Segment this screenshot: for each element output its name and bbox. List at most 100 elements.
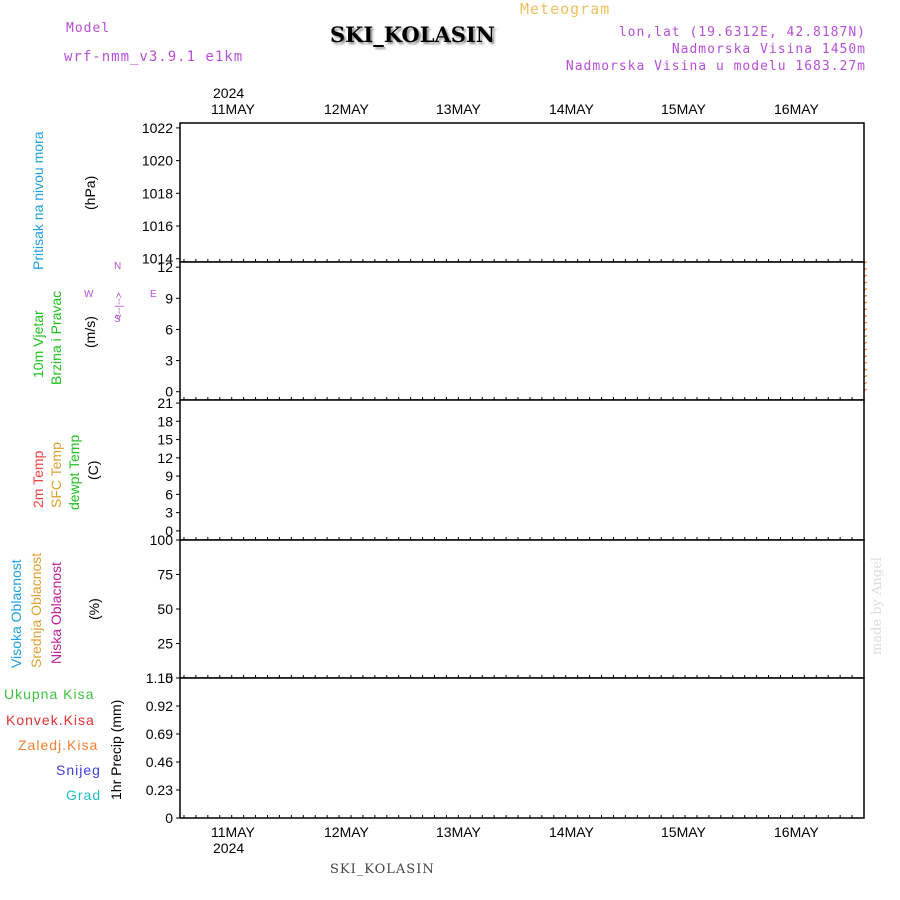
wind-barb <box>732 288 744 295</box>
wind-barb <box>322 274 335 281</box>
wind-barb <box>716 341 728 348</box>
wind-barb <box>796 388 808 395</box>
wind-barb <box>629 326 641 332</box>
wind-barb <box>800 288 812 295</box>
wind-barb <box>613 373 626 379</box>
wind-barb <box>326 288 339 295</box>
wind-barb <box>342 355 355 362</box>
wind-barb <box>605 366 618 372</box>
wind-barb <box>796 368 808 375</box>
wind-barb <box>410 286 423 292</box>
wind-barb <box>259 261 271 268</box>
wind-barb <box>271 361 283 368</box>
wind-barb <box>322 308 335 315</box>
wind-barb <box>430 299 443 305</box>
wind-barb <box>855 288 868 295</box>
wind-barb <box>259 341 271 348</box>
wind-barb <box>748 281 760 288</box>
wind-barb <box>708 328 720 335</box>
wind-barb <box>816 361 828 368</box>
wind-barb <box>342 341 355 348</box>
wind-barb <box>776 375 788 382</box>
wind-barb <box>418 380 431 385</box>
wind-barb <box>847 375 860 382</box>
mid-cloud-bar <box>718 540 721 678</box>
wind-barb <box>613 340 626 345</box>
wind-barb <box>720 355 732 362</box>
wind-barb <box>776 361 788 368</box>
wind-barb <box>780 328 792 335</box>
temp2m-line <box>219 450 853 526</box>
wind-barb <box>601 266 614 272</box>
wind-barb <box>422 360 435 365</box>
wind-barb <box>788 334 800 342</box>
wind-barb <box>219 328 231 335</box>
wind-barb <box>394 294 406 301</box>
wind-barb <box>418 313 431 318</box>
wind-barb <box>259 381 271 389</box>
wind-barb <box>831 381 844 389</box>
wind-barb <box>430 353 443 359</box>
wind-barb <box>645 299 657 305</box>
wind-barb <box>728 321 740 328</box>
y-tick-label: 15 <box>157 432 173 448</box>
wind-barb <box>823 361 836 368</box>
wind-barb <box>291 361 303 368</box>
wind-barb <box>243 301 255 308</box>
wind-barb <box>788 281 800 288</box>
wind-barb <box>768 388 780 395</box>
wind-barb <box>374 267 386 275</box>
wind-barb <box>247 301 259 308</box>
wind-barb <box>752 314 764 322</box>
wind-barb <box>382 348 394 355</box>
wind-barb <box>847 281 860 288</box>
wind-barb <box>330 375 343 382</box>
low-cloud-bar <box>697 664 700 678</box>
wind-barb <box>366 267 378 275</box>
wind-barb <box>820 388 832 395</box>
wind-barb <box>784 375 796 382</box>
wind-barb <box>855 261 868 268</box>
wind-barb <box>812 328 824 335</box>
wind-barb <box>816 388 828 395</box>
wind-barb <box>390 375 402 382</box>
wind-barb <box>780 314 792 322</box>
wind-barb <box>851 341 864 348</box>
wind-barb <box>283 334 295 342</box>
wind-barb <box>637 320 649 325</box>
wind-barb <box>820 328 832 335</box>
wind-barb <box>299 368 311 375</box>
wind-barb <box>310 274 323 281</box>
wind-barb <box>760 341 772 348</box>
wind-barb <box>295 368 307 375</box>
wind-barb <box>613 266 626 272</box>
wind-barb <box>724 328 736 335</box>
wind-barb <box>259 368 271 375</box>
wind-barb <box>792 314 804 322</box>
wind-barb <box>378 301 390 308</box>
wind-barb <box>322 368 335 375</box>
y-tick-label: 1022 <box>142 120 173 136</box>
wind-barb <box>394 288 406 295</box>
wind-barb <box>847 274 860 281</box>
wind-barb <box>322 267 335 275</box>
wind-barb <box>613 293 626 298</box>
wind-barb <box>303 341 315 348</box>
wind-barb <box>827 361 840 368</box>
wind-barb <box>784 294 796 301</box>
wind-barb <box>641 373 653 379</box>
wind-barb <box>299 361 311 368</box>
wind-barb <box>378 361 390 368</box>
wind-barb <box>621 320 634 325</box>
wind-barb <box>279 267 291 275</box>
wind-barb <box>378 328 390 335</box>
wind-barb <box>748 314 760 322</box>
wind-barb <box>310 368 323 375</box>
low-cloud-bar <box>840 664 843 678</box>
low-cloud-bar <box>805 650 807 678</box>
wind-barb <box>251 288 263 295</box>
wind-barb <box>219 375 231 382</box>
wind-barb <box>712 368 724 375</box>
wind-barb <box>386 261 398 268</box>
wind-barb <box>326 375 339 382</box>
